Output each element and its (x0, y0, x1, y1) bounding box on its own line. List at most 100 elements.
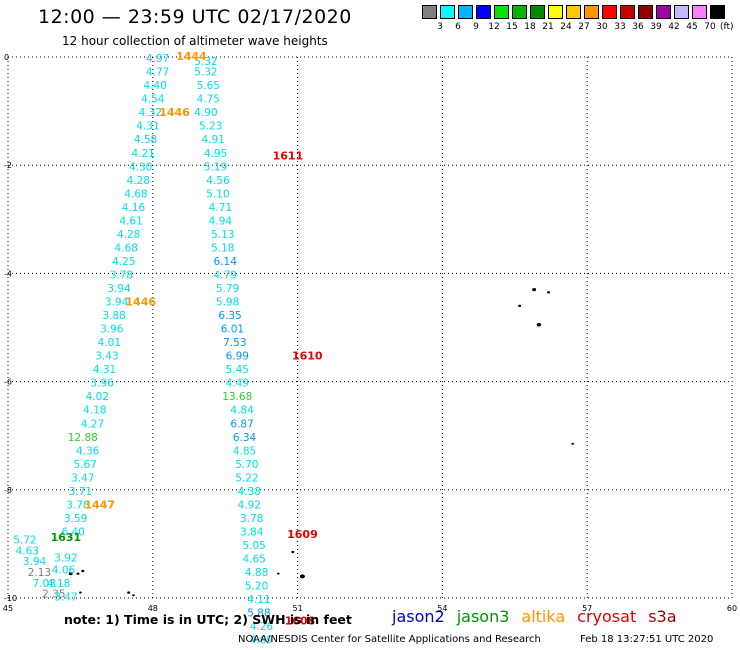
wave-height-label: 4.28 (127, 175, 150, 187)
legend-label: 12 (488, 22, 500, 32)
island-shape (532, 288, 537, 292)
wave-height-label: 3.96 (90, 378, 114, 390)
wave-height-label: 3.84 (240, 526, 264, 538)
wave-height-label: 3.47 (71, 472, 94, 484)
wave-height-label: 6.34 (233, 432, 257, 444)
wave-height-label: 4.97 (146, 53, 169, 65)
wave-height-label: 3.59 (64, 513, 87, 525)
legend-label: 18 (524, 22, 536, 32)
wave-height-label: 6.87 (230, 418, 253, 430)
x-tick-label: 60 (727, 604, 737, 613)
wave-height-label: 4.40 (144, 80, 167, 92)
wave-height-label: 4.16 (122, 202, 146, 214)
satellite-name: altika (521, 607, 566, 626)
legend-label: 42 (668, 22, 680, 32)
wave-height-label: 3.94 (23, 556, 47, 568)
island-shape (276, 572, 280, 575)
wave-height-label: 5.67 (74, 459, 97, 471)
island-shape (127, 591, 131, 594)
wave-height-label: 5.32 (194, 56, 217, 68)
wave-height-labels: 4.974.774.404.544.324.314.584.214.304.28… (13, 53, 273, 647)
wave-height-label: 4.88 (245, 567, 268, 579)
wave-height-label: 4.84 (230, 405, 254, 417)
pass-time-label: 1631 (51, 531, 82, 544)
wave-height-label: 3.78 (66, 499, 89, 511)
wave-height-label: 4.69 (250, 635, 273, 647)
wave-height-label: 4.63 (16, 545, 39, 557)
wave-height-label: 4.21 (131, 148, 154, 160)
pass-time-label: 1611 (273, 149, 304, 162)
x-tick-label: 51 (293, 604, 303, 613)
wave-height-label: 4.01 (98, 337, 121, 349)
legend-label: 15 (506, 22, 518, 32)
island-shapes (68, 288, 575, 597)
wave-height-label: 4.65 (242, 554, 265, 566)
wave-height-label: 4.75 (197, 94, 220, 106)
wave-height-label: 4.06 (52, 564, 76, 576)
wave-height-label: 4.58 (134, 134, 157, 146)
wave-height-label: 5.18 (211, 242, 234, 254)
credit-text: NOAA/NESDIS Center for Satellite Applica… (238, 634, 541, 645)
y-tick-label: -2 (4, 161, 12, 170)
legend-label: 21 (542, 22, 554, 32)
wave-height-label: 3.96 (100, 324, 124, 336)
wave-height-label: 6.14 (214, 256, 238, 268)
wave-height-label: 4.85 (233, 445, 256, 457)
legend-swatch (530, 5, 545, 19)
legend-swatch (440, 5, 455, 19)
x-tick-label: 54 (437, 604, 447, 613)
legend-label: 39 (650, 22, 662, 32)
legend-swatch (638, 5, 653, 19)
axis-ticks: 45 48 51 54 57 60 0 -2 -4 -6 -8 -10 (3, 53, 737, 613)
legend-unit: (ft) (720, 22, 734, 32)
y-tick-label: -10 (4, 594, 17, 603)
legend-swatch (422, 5, 437, 19)
legend-label: 70 (704, 22, 716, 32)
pass-time-label: 1446 (159, 106, 190, 119)
y-tick-label: 0 (4, 53, 9, 62)
wave-height-label: 4.32 (139, 107, 162, 119)
wave-height-label: 5.88 (247, 608, 270, 620)
island-shape (299, 574, 305, 579)
wave-height-label: 5.05 (242, 540, 265, 552)
wave-height-label: 5.19 (204, 161, 227, 173)
wave-height-label: 4.68 (115, 242, 138, 254)
wave-height-label: 3.71 (69, 486, 92, 498)
wave-height-label: 3.88 (102, 310, 125, 322)
wave-height-label: 12.88 (68, 432, 98, 444)
legend-label: 33 (614, 22, 626, 32)
pass-time-labels: 1444 1446 1446 1447 1611 1610 1609 1608 1631 (51, 50, 323, 628)
legend-label: 9 (473, 22, 479, 32)
wave-height-label: 5.22 (235, 472, 258, 484)
island-shape (79, 591, 82, 594)
y-tick-label: -6 (4, 378, 12, 387)
wave-height-label: 13.68 (222, 391, 252, 403)
wave-height-label: 3.47 (54, 591, 77, 603)
wave-height-label: 3.94 (105, 297, 129, 309)
wave-height-label: 4.38 (238, 486, 261, 498)
wave-height-label: 4.71 (209, 202, 232, 214)
island-shape (518, 304, 522, 308)
wave-height-label: 4.91 (201, 134, 224, 146)
wave-height-label: 2.35 (42, 589, 65, 601)
wave-height-label: 4.68 (124, 188, 147, 200)
wave-height-label: 6.99 (226, 351, 249, 363)
wave-height-label: 3.94 (107, 283, 131, 295)
x-tick-label: 48 (148, 604, 158, 613)
pass-time-label: 1446 (125, 296, 156, 309)
x-tick-label: 45 (3, 604, 13, 613)
pass-time-label: 1610 (292, 350, 323, 363)
wave-height-label: 4.92 (238, 499, 261, 511)
wave-height-label: 5.45 (226, 364, 249, 376)
x-tick-label: 57 (582, 604, 592, 613)
wave-height-label: 6.01 (221, 324, 244, 336)
wave-height-label: 5.72 (13, 535, 36, 547)
wave-height-label: 5.20 (245, 581, 268, 593)
legend-swatch (620, 5, 635, 19)
island-shape (76, 572, 80, 575)
pass-time-label: 1444 (176, 50, 207, 63)
wave-height-label: 5.70 (235, 459, 258, 471)
satellite-legend: jason2 jason3 altika cryosat s3a (392, 607, 689, 626)
wave-height-label: 3.78 (240, 513, 263, 525)
